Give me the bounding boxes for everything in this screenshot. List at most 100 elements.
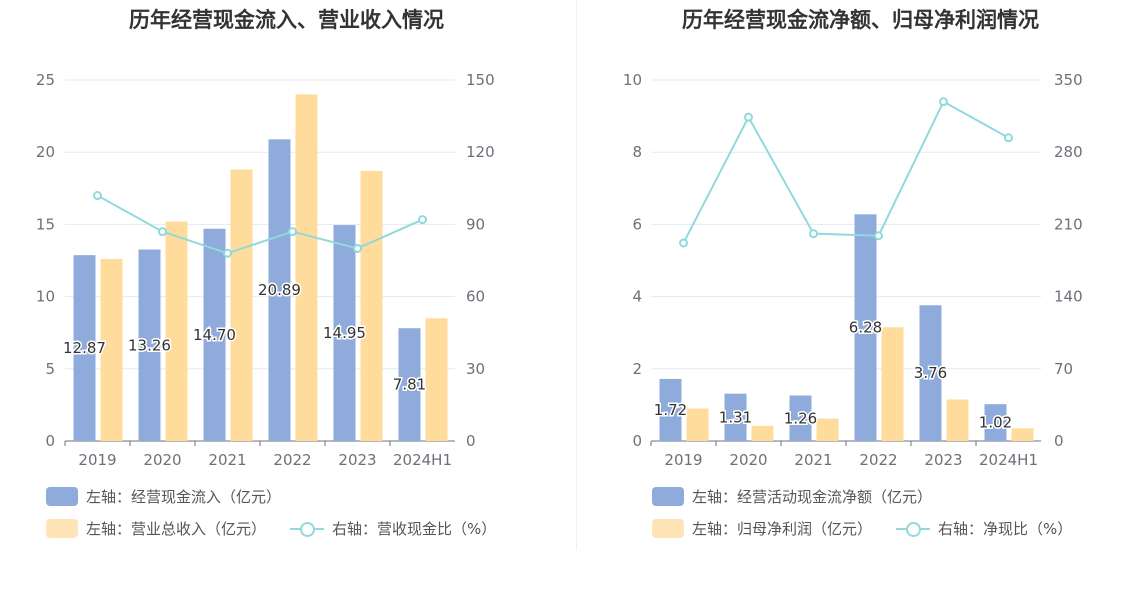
legend-label[interactable]: 左轴：营业总收入（亿元）: [86, 520, 267, 538]
data-label: 1.02: [979, 414, 1012, 432]
legend-line-symbol-icon: [290, 519, 325, 538]
line-point-3: [809, 229, 818, 239]
y-right-tick-label: 90: [466, 215, 485, 233]
y-right-tick-label: 350: [1054, 71, 1083, 89]
panel-divider: [576, 0, 577, 550]
legend-label[interactable]: 左轴：归母净利润（亿元）: [692, 520, 873, 538]
y-right-tick-label: 70: [1054, 360, 1073, 378]
chart-plot: 0 5 10 15 20 25 0 30 60 90 120 150 2019 2020 2021 2022 2…: [36, 71, 495, 469]
x-tick-label: 2022: [859, 451, 897, 469]
line-point-5: [939, 97, 948, 107]
y-left-tick-label: 8: [632, 143, 642, 161]
y-left-tick-label: 10: [623, 71, 642, 89]
y-left-tick-label: 6: [632, 215, 642, 233]
y-right-tick-label: 0: [1054, 432, 1064, 450]
y-left-tick-label: 25: [36, 71, 55, 89]
data-label: 1.31: [719, 408, 752, 426]
x-tick-label: 2020: [729, 451, 767, 469]
x-tick-label: 2022: [273, 451, 311, 469]
data-label: 14.70: [193, 326, 236, 344]
line-point-4: [874, 231, 883, 241]
y-left-tick-label: 0: [632, 432, 642, 450]
bar-6-series-1: [984, 404, 1007, 441]
x-tick-label: 2021: [794, 451, 832, 469]
x-tick-label: 2019: [664, 451, 702, 469]
legend-label[interactable]: 右轴：净现比（%）: [938, 520, 1073, 538]
chart-title: 历年经营现金流净额、归母净利润情况: [682, 8, 1039, 32]
legend-item-series-1[interactable]: 左轴：经营活动现金流净额（亿元）: [652, 486, 932, 507]
bar-5-series-1: [919, 305, 942, 441]
bar-4-series-1: [854, 214, 877, 441]
y-right-tick-label: 280: [1054, 143, 1083, 161]
y-left-tick-label: 2: [632, 360, 642, 378]
line-point-2: [744, 112, 753, 122]
data-label: 13.26: [128, 336, 171, 354]
chart-plot: 0 2 4 6 8 10 0 70 140 210 280 350 2019 2020 2021 2022 20…: [623, 71, 1083, 469]
y-left-tick-label: 5: [45, 360, 55, 378]
legend-swatch-orange: [46, 519, 78, 538]
bar-3-series-1: [789, 395, 812, 441]
chart-panel-netcash-profit: 历年经营现金流净额、归母净利润情况 0 2 4 6 8 10 0 70 140 210 280 350…: [574, 0, 1147, 589]
bar-1-series-2: [100, 259, 123, 441]
bar-3-series-2: [816, 418, 839, 441]
legend-swatch-blue: [652, 487, 684, 506]
y-left-tick-label: 15: [36, 215, 55, 233]
y-right-tick-label: 140: [1054, 288, 1083, 306]
y-right-tick-label: 0: [466, 432, 476, 450]
bar-6-series-1: [398, 328, 421, 441]
bar-5-series-2: [946, 399, 969, 441]
legend-row-2: 左轴：营业总收入（亿元） 右轴：营收现金比（%）: [46, 518, 496, 539]
line-point-1: [679, 238, 688, 248]
line-series: [97, 194, 423, 255]
line-point-6: [418, 215, 427, 225]
bar-4-series-2: [881, 327, 904, 441]
x-tick-label: 2019: [78, 451, 116, 469]
bar-4-series-1: [268, 139, 291, 442]
bar-1-series-2: [686, 408, 709, 441]
bar-5-series-1: [333, 225, 356, 441]
y-left-tick-label: 10: [36, 288, 55, 306]
data-label: 12.87: [63, 339, 106, 357]
data-label: 14.95: [323, 324, 366, 342]
y-right-tick-label: 60: [466, 288, 485, 306]
line-point-3: [223, 248, 232, 258]
bar-5-series-2: [360, 170, 383, 442]
x-tick-label: 2020: [143, 451, 181, 469]
bar-6-series-2: [425, 318, 448, 441]
bar-2-series-2: [165, 221, 188, 441]
legend-swatch-blue: [46, 487, 78, 506]
line-point-4: [288, 227, 297, 237]
legend-row-2: 左轴：归母净利润（亿元） 右轴：净现比（%）: [652, 518, 1072, 539]
legend-label: 左轴：经营现金流入（亿元）: [86, 488, 282, 506]
y-left-tick-label: 0: [45, 432, 55, 450]
data-label: 1.72: [654, 401, 687, 419]
y-right-tick-label: 30: [466, 360, 485, 378]
y-right-tick-label: 150: [466, 71, 495, 89]
bar-3-series-1: [203, 228, 226, 441]
bar-2-series-1: [724, 393, 747, 441]
bar-1-series-1: [659, 378, 682, 441]
data-label: 1.26: [784, 409, 817, 427]
bar-4-series-2: [295, 94, 318, 441]
line-point-1: [93, 191, 102, 201]
x-tick-label: 2023: [924, 451, 962, 469]
x-tick-label: 2023: [338, 451, 376, 469]
x-tick-label: 2024H1: [393, 451, 452, 469]
bar-6-series-2: [1011, 428, 1034, 441]
y-left-tick-label: 4: [632, 288, 642, 306]
line-point-2: [158, 227, 167, 237]
y-left-tick-label: 20: [36, 143, 55, 161]
legend-swatch-orange: [652, 519, 684, 538]
bar-3-series-2: [230, 169, 253, 441]
bar-1-series-1: [73, 255, 96, 441]
legend-line-symbol-icon: [896, 519, 931, 538]
data-label: 20.89: [258, 281, 301, 299]
line-point-5: [353, 243, 362, 253]
chart-panel-cashflow-revenue: 历年经营现金流入、营业收入情况 0 5 10 15 20 25 0 30 60 90 120 150 2…: [0, 0, 573, 589]
data-label: 6.28: [849, 319, 882, 337]
bar-2-series-2: [751, 425, 774, 441]
legend-item-series-1[interactable]: 左轴：经营现金流入（亿元）: [46, 486, 281, 507]
y-right-tick-label: 210: [1054, 215, 1083, 233]
x-tick-label: 2024H1: [979, 451, 1038, 469]
legend-label[interactable]: 右轴：营收现金比（%）: [332, 520, 497, 538]
